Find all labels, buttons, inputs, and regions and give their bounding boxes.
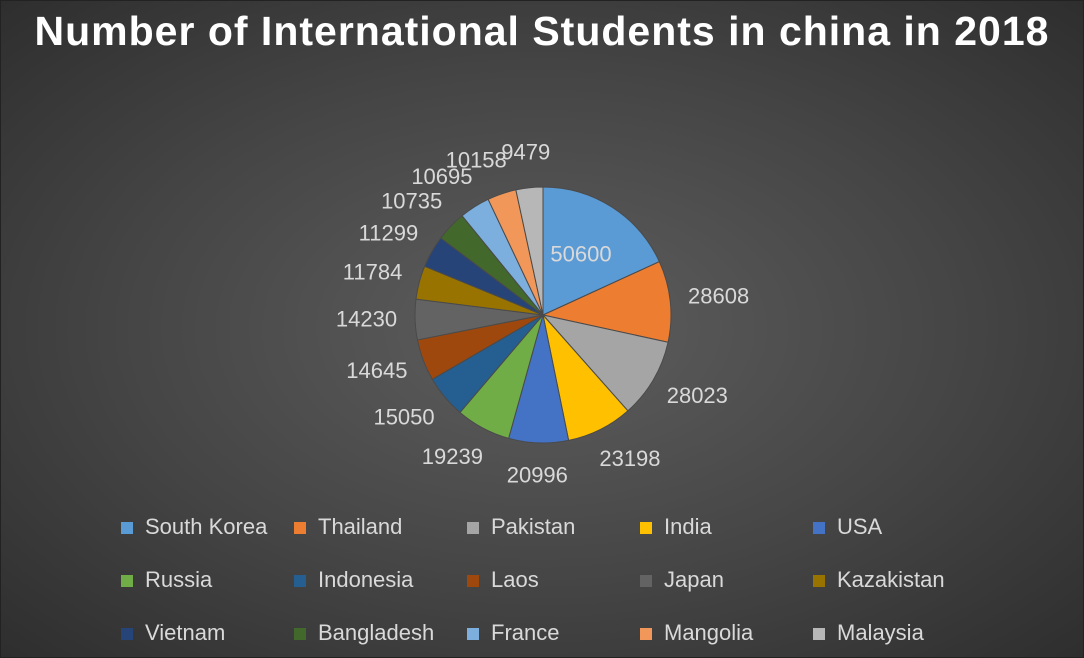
data-label: 10735 — [381, 188, 442, 213]
data-label: 10695 — [411, 164, 472, 189]
legend-swatch — [640, 628, 652, 640]
legend-swatch — [813, 575, 825, 587]
legend-label: South Korea — [145, 514, 268, 539]
legend-swatch — [467, 628, 479, 640]
legend-swatch — [121, 575, 133, 587]
legend-swatch — [813, 628, 825, 640]
data-label: 9479 — [501, 140, 550, 165]
legend-label: Vietnam — [145, 620, 225, 645]
legend-label: Bangladesh — [318, 620, 434, 645]
legend-label: Malaysia — [837, 620, 925, 645]
legend-swatch — [121, 628, 133, 640]
legend-swatch — [294, 628, 306, 640]
legend-label: Russia — [145, 567, 213, 592]
data-label: 11784 — [343, 260, 403, 285]
legend-label: Pakistan — [491, 514, 575, 539]
legend-swatch — [640, 522, 652, 534]
data-label: 15050 — [373, 405, 434, 430]
legend-label: Laos — [491, 567, 539, 592]
legend-swatch — [467, 575, 479, 587]
data-label: 20996 — [507, 463, 568, 488]
data-label: 11299 — [359, 221, 419, 246]
legend-swatch — [294, 522, 306, 534]
legend-label: USA — [837, 514, 883, 539]
legend-swatch — [121, 522, 133, 534]
legend-label: Japan — [664, 567, 724, 592]
legend-label: Thailand — [318, 514, 402, 539]
data-label: 14645 — [346, 358, 407, 383]
chart-title: Number of International Students in chin… — [34, 8, 1050, 54]
data-label: 19239 — [422, 444, 483, 469]
data-label: 28023 — [667, 383, 728, 408]
pie-slice — [515, 186, 544, 316]
legend-label: Mangolia — [664, 620, 754, 645]
pie-slice — [541, 314, 669, 412]
pie-slice — [541, 260, 672, 343]
data-label: 28608 — [688, 283, 749, 308]
data-label: 14230 — [336, 307, 397, 332]
legend-swatch — [640, 575, 652, 587]
legend-swatch — [467, 522, 479, 534]
legend-label: Indonesia — [318, 567, 414, 592]
data-label: 23198 — [599, 446, 660, 471]
data-label: 10158 — [446, 147, 507, 172]
data-label: 50600 — [550, 242, 611, 267]
legend-label: Kazakistan — [837, 567, 945, 592]
legend-label: France — [491, 620, 559, 645]
legend-swatch — [294, 575, 306, 587]
legend-label: India — [664, 514, 712, 539]
legend-swatch — [813, 522, 825, 534]
pie-slice — [542, 186, 661, 316]
